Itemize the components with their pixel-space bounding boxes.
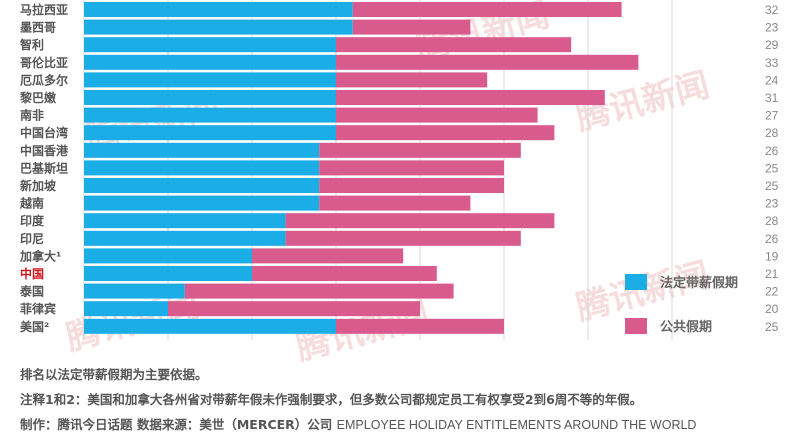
total-label: 23 — [765, 197, 779, 211]
credit-cn: 制作：腾讯今日话题 数据来源：美世（MERCER）公司 — [20, 417, 333, 432]
category-label: 印尼 — [20, 232, 44, 246]
public-holiday-bar — [319, 195, 471, 211]
total-label: 26 — [765, 232, 779, 246]
public-holiday-bar — [336, 318, 504, 334]
public-holiday-bar — [319, 160, 504, 176]
legend-swatch — [625, 274, 647, 290]
public-holiday-bar — [336, 54, 639, 70]
category-label: 墨西哥 — [20, 21, 56, 35]
public-holiday-bar — [319, 178, 504, 193]
category-label: 智利 — [19, 37, 44, 52]
credit-en: EMPLOYEE HOLIDAY ENTITLEMENTS AROUND THE… — [336, 418, 697, 432]
paid-leave-bar — [84, 90, 336, 105]
total-label: 28 — [765, 126, 779, 140]
public-holiday-bar — [336, 107, 538, 123]
paid-leave-bar — [84, 19, 353, 35]
category-label: 印度 — [20, 213, 45, 228]
public-holiday-bar — [285, 230, 521, 246]
category-label: 厄瓜多尔 — [20, 72, 68, 87]
category-label: 越南 — [19, 196, 44, 211]
total-label: 24 — [765, 73, 779, 87]
paid-leave-bar — [84, 195, 320, 211]
total-label: 28 — [765, 214, 779, 228]
category-label: 菲律宾 — [20, 301, 56, 316]
paid-leave-bar — [84, 178, 320, 193]
category-label: 泰国 — [19, 284, 44, 299]
total-label: 21 — [765, 267, 779, 281]
total-label: 26 — [765, 144, 779, 158]
total-label: 29 — [765, 38, 779, 52]
public-holiday-bar — [352, 19, 471, 35]
public-holiday-bar — [319, 142, 521, 158]
legend-label: 法定带薪假期 — [660, 275, 738, 291]
category-label: 加拿大¹ — [19, 248, 61, 263]
public-holiday-bar — [352, 2, 622, 17]
category-label: 南非 — [20, 108, 44, 123]
paid-leave-bar — [84, 107, 336, 123]
public-holiday-bar — [252, 248, 404, 264]
paid-leave-bar — [84, 54, 336, 70]
chart-notes: 排名以法定带薪假期为主要依据。 注释1和2：美国和加拿大各州省对带薪年假未作强制… — [20, 362, 696, 438]
total-label: 25 — [765, 179, 779, 193]
paid-leave-bar — [84, 213, 286, 229]
public-holiday-bar — [336, 72, 488, 88]
total-label: 20 — [765, 302, 779, 316]
category-label: 马拉西亚 — [20, 2, 68, 17]
public-holiday-bar — [184, 283, 454, 299]
category-label: 新加坡 — [20, 178, 57, 193]
paid-leave-bar — [84, 37, 336, 53]
total-label: 25 — [765, 320, 779, 334]
paid-leave-bar — [84, 248, 252, 264]
category-label: 哥伦比亚 — [20, 55, 68, 70]
category-label: 黎巴嫩 — [20, 90, 57, 105]
credit-line: 制作：腾讯今日话题 数据来源：美世（MERCER）公司 EMPLOYEE HOL… — [20, 412, 696, 438]
public-holiday-bar — [168, 301, 420, 317]
total-label: 27 — [765, 109, 779, 123]
paid-leave-bar — [84, 283, 185, 299]
public-holiday-bar — [252, 266, 437, 281]
total-label: 23 — [765, 21, 779, 35]
total-label: 22 — [765, 285, 779, 299]
total-label: 19 — [765, 249, 779, 263]
category-label: 巴基斯坦 — [20, 160, 68, 175]
paid-leave-bar — [84, 266, 252, 281]
paid-leave-bar — [84, 301, 168, 317]
paid-leave-bar — [84, 142, 320, 158]
paid-leave-bar — [84, 72, 336, 88]
total-label: 31 — [765, 91, 779, 105]
paid-leave-bar — [84, 230, 286, 246]
paid-leave-bar — [84, 125, 336, 141]
category-label: 中国 — [20, 266, 44, 281]
total-label: 33 — [765, 56, 779, 70]
public-holiday-bar — [285, 213, 555, 229]
category-label: 美国² — [20, 319, 49, 334]
public-holiday-bar — [336, 125, 555, 141]
footnote-1-2: 注释1和2：美国和加拿大各州省对带薪年假未作强制要求，但多数公司都规定员工有权享… — [20, 392, 643, 407]
public-holiday-bar — [336, 37, 572, 53]
paid-leave-bar — [84, 2, 353, 17]
public-holiday-bar — [336, 90, 605, 105]
category-label: 中国台湾 — [20, 125, 68, 140]
paid-leave-bar — [84, 318, 336, 334]
ranking-note: 排名以法定带薪假期为主要依据。 — [20, 367, 208, 382]
paid-leave-bar — [84, 160, 320, 176]
total-label: 25 — [765, 161, 779, 175]
legend-swatch — [625, 318, 647, 334]
category-label: 中国香港 — [20, 143, 69, 158]
watermark-text: 腾讯新闻 — [572, 255, 714, 329]
legend-label: 公共假期 — [660, 319, 712, 335]
total-label: 32 — [765, 3, 779, 17]
